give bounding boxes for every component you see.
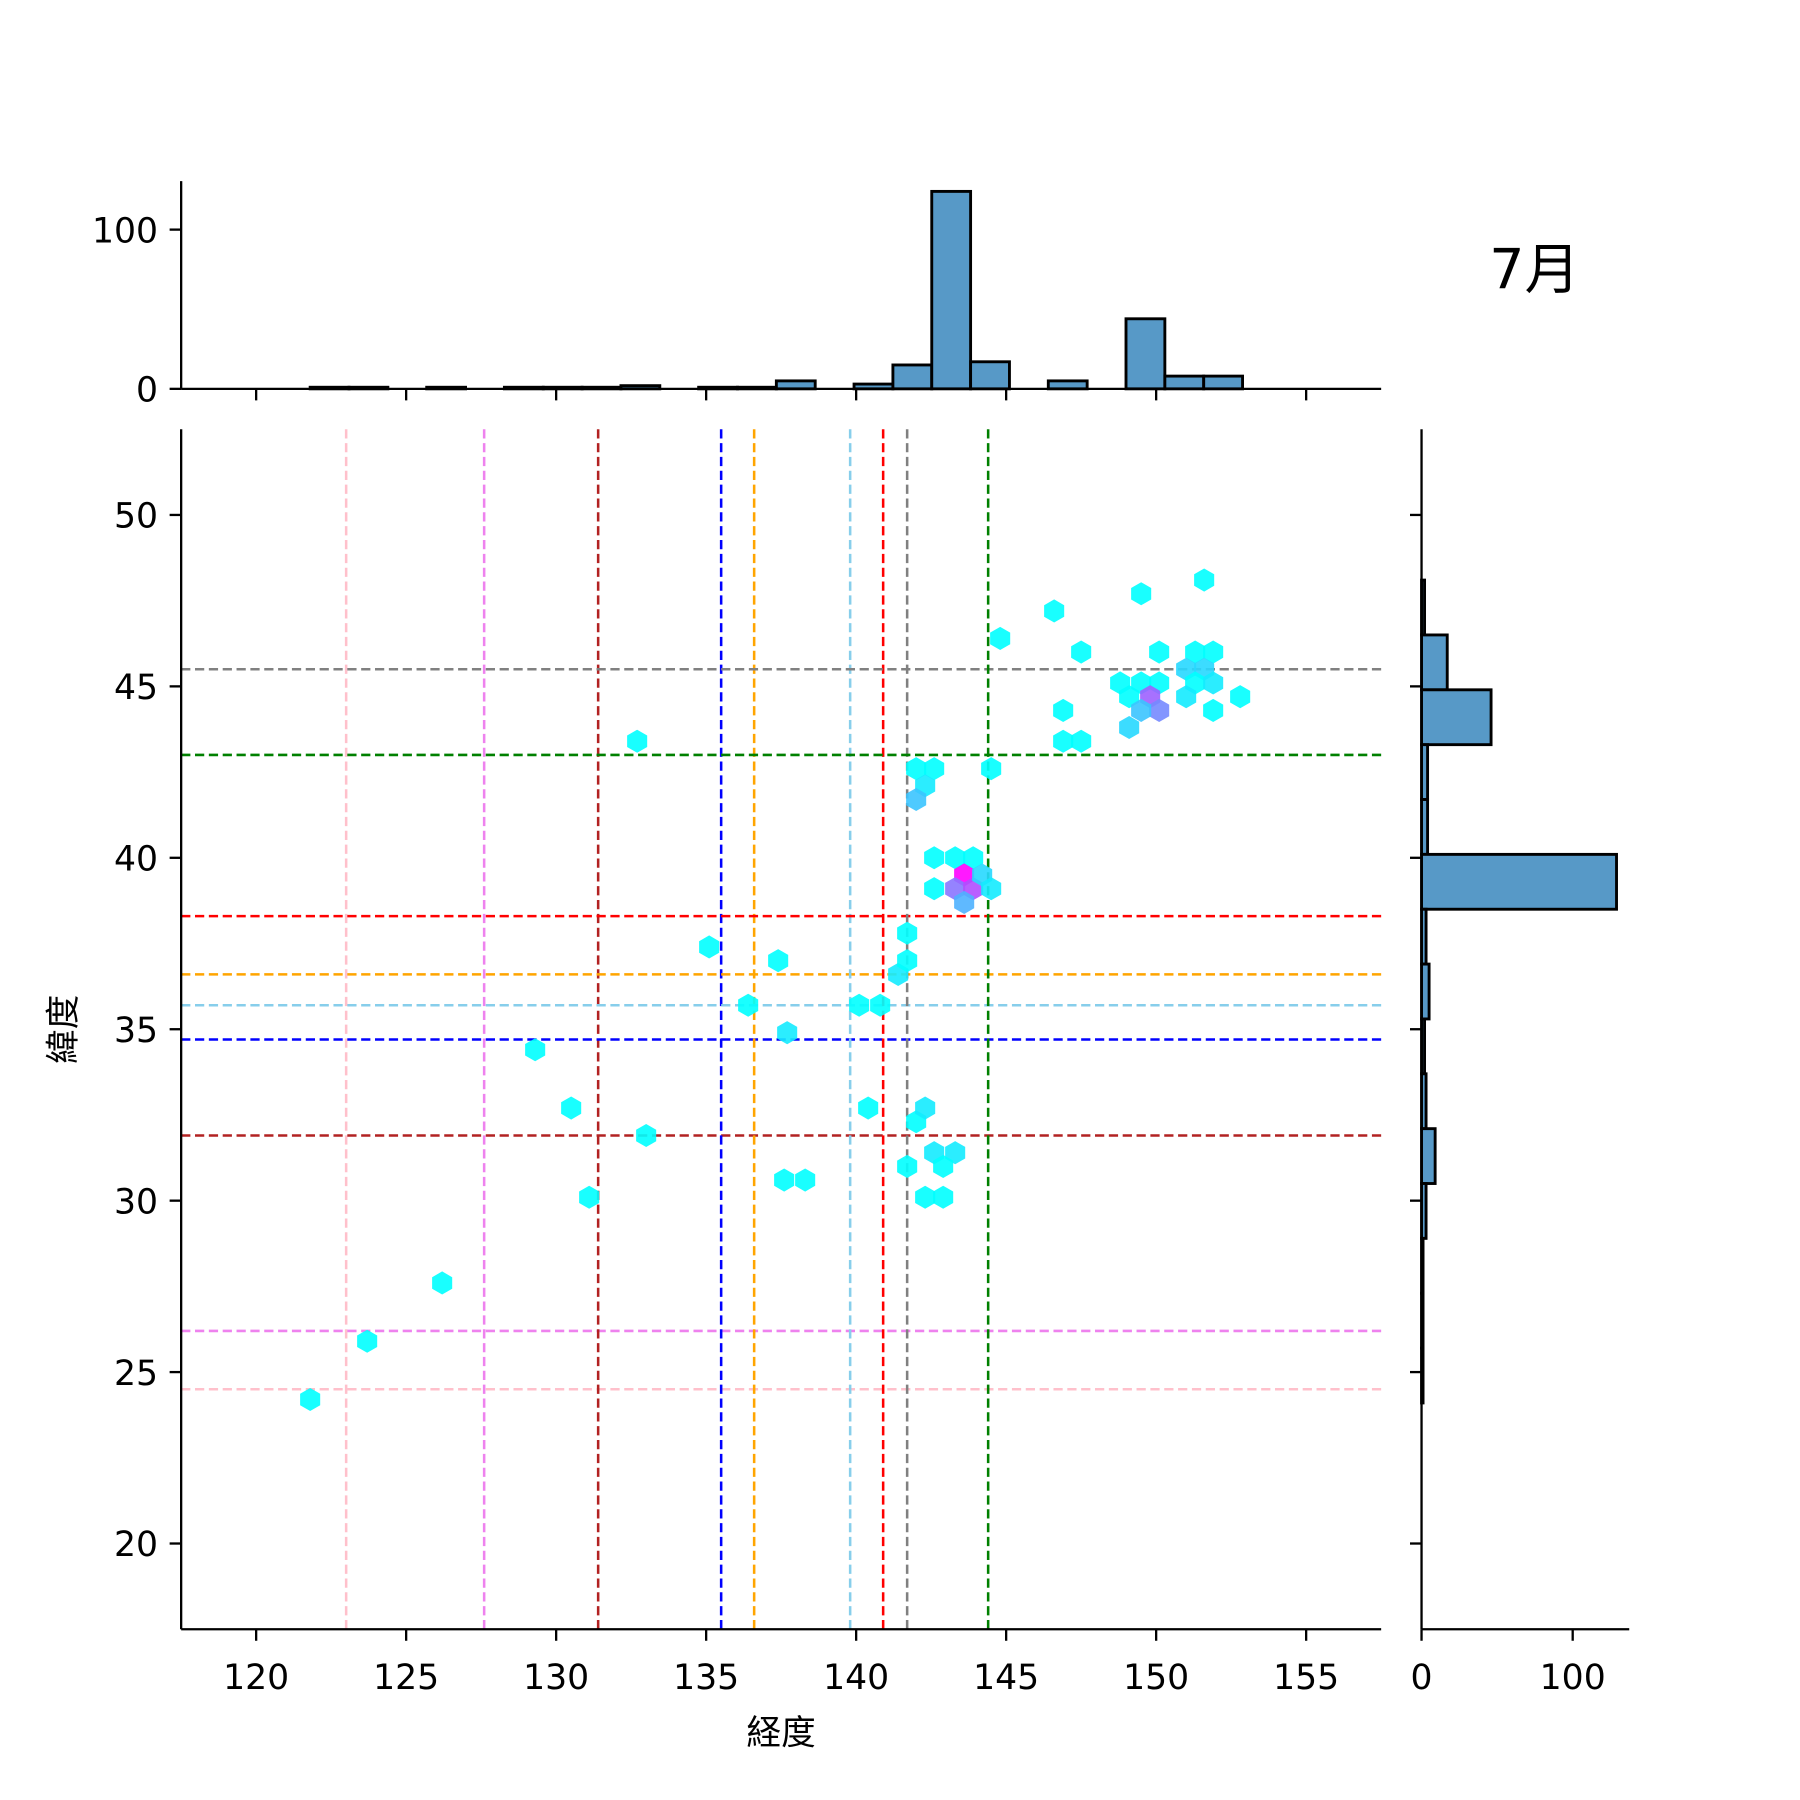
chart-title: 7月 — [1489, 238, 1580, 302]
hexbin-cell — [1203, 698, 1224, 722]
y-tick-label: 30 — [114, 1182, 158, 1222]
hexbin-cell — [1119, 685, 1140, 709]
hexbin-cell — [1149, 698, 1170, 722]
hexbin-cell — [738, 993, 759, 1017]
hexbin-cell — [870, 993, 891, 1017]
hexbin-cell — [981, 757, 1002, 781]
hexbin-cell — [945, 1141, 966, 1165]
hexbin-cell — [774, 1168, 795, 1192]
top-hist-y-tick-label: 100 — [92, 211, 158, 251]
hexbin-layer — [300, 568, 1251, 1412]
axes: 120 125 130 135 140 145 150 155 20 25 30 35 40 45 50 0 0… — [92, 181, 1630, 1698]
x-tick-label: 145 — [973, 1658, 1039, 1698]
reference-lines — [181, 429, 1382, 1630]
hexbin-cell — [954, 890, 975, 914]
latitude-histogram-bar — [1420, 688, 1493, 747]
hexbin-cell — [561, 1096, 582, 1120]
hexbin-cell — [924, 757, 945, 781]
x-tick-label: 125 — [373, 1658, 439, 1698]
y-tick-label: 20 — [114, 1525, 158, 1565]
hexbin-cell — [963, 846, 984, 870]
longitude-histogram-bar — [774, 379, 817, 391]
hexbin-cell — [906, 787, 927, 812]
hexbin-cell — [897, 1154, 918, 1178]
top-hist-y-tick-label: 0 — [136, 371, 158, 411]
hexbin-cell — [933, 1154, 954, 1178]
hexbin-cell — [1185, 640, 1206, 664]
hexbin-cell — [795, 1168, 816, 1192]
hexbin-cell — [897, 949, 918, 973]
hexbin-cell — [432, 1271, 453, 1295]
latitude-histogram-bar — [1420, 633, 1449, 692]
x-tick-label: 155 — [1273, 1658, 1339, 1698]
x-tick-label: 120 — [223, 1658, 289, 1698]
hexbin-cell — [1119, 715, 1140, 740]
y-tick-label: 35 — [114, 1011, 158, 1051]
hexbin-cell — [300, 1387, 321, 1412]
hexbin-cell — [858, 1096, 879, 1120]
hexbin-cell — [990, 626, 1011, 650]
hexbin-cell — [1230, 685, 1251, 709]
hexbin-cell — [897, 921, 918, 945]
hexbin-cell — [636, 1123, 657, 1148]
latitude-histogram-bar — [1420, 1127, 1437, 1185]
y-tick-label: 45 — [114, 668, 158, 708]
hexbin-cell — [357, 1329, 378, 1353]
x-tick-label: 135 — [673, 1658, 739, 1698]
latitude-histogram — [1420, 578, 1618, 1405]
hexbin-cell — [945, 846, 966, 870]
longitude-histogram-bar — [1202, 374, 1244, 391]
x-tick-label: 130 — [523, 1658, 589, 1698]
hexbin-cell — [915, 1185, 936, 1209]
x-tick-label: 150 — [1123, 1658, 1189, 1698]
right-hist-x-tick-label: 100 — [1540, 1658, 1606, 1698]
longitude-histogram-bar — [930, 189, 973, 391]
hexbin-cell — [525, 1038, 546, 1062]
hexbin-cell — [1176, 685, 1197, 709]
x-axis-label: 経度 — [747, 1714, 816, 1754]
y-tick-label: 40 — [114, 839, 158, 879]
hexbin-cell — [699, 935, 720, 959]
hexbin-cell — [768, 949, 789, 973]
longitude-histogram — [308, 189, 1244, 391]
y-tick-label: 25 — [114, 1354, 158, 1394]
hexbin-cell — [579, 1185, 600, 1209]
hexbin-cell — [1194, 568, 1215, 592]
latitude-histogram-bar — [1420, 852, 1618, 911]
hexbin-cell — [1053, 698, 1074, 722]
hexbin-cell — [1149, 640, 1170, 664]
longitude-histogram-bar — [969, 360, 1011, 391]
right-hist-x-tick-label: 0 — [1411, 1658, 1433, 1698]
longitude-histogram-bar — [1124, 317, 1167, 391]
hexbin-cell — [1071, 729, 1092, 753]
hexbin-cell — [981, 877, 1002, 901]
hexbin-cell — [849, 993, 870, 1017]
y-axis-label: 緯度 — [44, 995, 84, 1064]
hexbin-cell — [1071, 640, 1092, 664]
hexbin-cell — [627, 729, 648, 753]
hexbin-cell — [924, 877, 945, 901]
hexbin-cell — [1053, 729, 1074, 753]
hexbin-cell — [906, 757, 927, 781]
hexbin-cell — [1203, 671, 1224, 695]
y-tick-label: 50 — [114, 497, 158, 537]
hexbin-cell — [777, 1021, 798, 1045]
hexbin-cell — [924, 846, 945, 870]
longitude-histogram-bar — [891, 363, 934, 391]
longitude-histogram-bar — [1046, 379, 1089, 391]
longitude-histogram-bar — [1163, 374, 1206, 391]
hexbin-cell — [1131, 582, 1152, 606]
hexbin-cell — [1044, 599, 1065, 623]
hexbin-cell — [915, 1096, 936, 1120]
hexbin-cell — [1131, 698, 1152, 722]
hexbin-cell — [933, 1185, 954, 1209]
x-tick-label: 140 — [823, 1658, 889, 1698]
hexbin-cell — [1203, 640, 1224, 664]
